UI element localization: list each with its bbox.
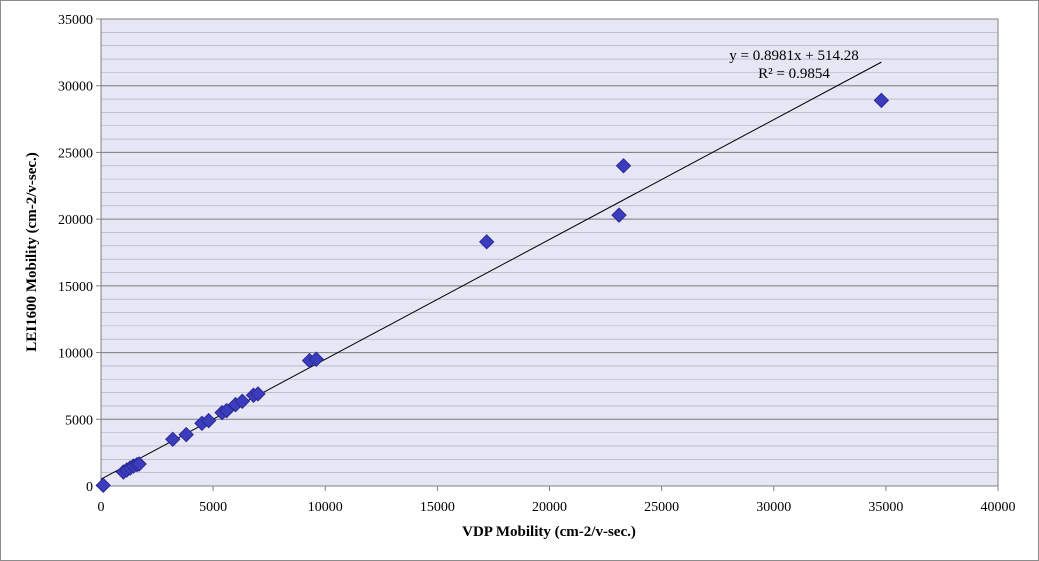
data-point [165,431,181,448]
data-point [308,351,324,367]
trendline-r-squared: R² = 0.9854 [758,66,830,82]
x-tick-label: 40000 [981,500,1016,515]
x-tick-label: 5000 [199,500,227,515]
x-axis-ticks: 0 5000 10000 15000 20000 25000 30000 35000 40000 [98,486,1016,515]
x-tick-label: 25000 [644,500,679,515]
y-tick-label: 0 [86,480,93,495]
y-tick-label: 25000 [58,146,93,161]
data-point [250,386,266,402]
data-point [218,402,235,419]
data-point [611,207,627,223]
x-tick-label: 30000 [756,500,791,515]
data-point [95,477,111,494]
x-tick-label: 10000 [308,500,343,515]
y-axis-ticks: 0 5000 10000 15000 20000 25000 30000 35000 [58,13,101,495]
x-tick-label: 0 [98,500,105,515]
plot-area [100,18,999,487]
trendline-equation: y = 0.8981x + 514.28 [729,48,858,64]
data-points [95,92,890,494]
x-tick-label: 15000 [420,500,455,515]
data-point [873,92,890,109]
data-point [200,412,217,429]
x-tick-label: 35000 [868,500,903,515]
y-tick-label: 15000 [58,280,93,295]
y-tick-label: 20000 [58,213,93,228]
x-axis-title: VDP Mobility (cm-2/v-sec.) [462,524,636,540]
minor-gridlines [101,32,998,473]
y-tick-label: 30000 [58,80,93,95]
data-point [131,456,147,472]
x-tick-label: 20000 [532,500,567,515]
data-point [178,426,194,443]
y-axis-title: LEI1600 Mobility (cm-2/v-sec.) [24,152,40,352]
y-tick-label: 5000 [65,413,93,428]
y-tick-label: 10000 [58,347,93,362]
y-tick-label: 35000 [58,13,93,28]
data-point [479,234,495,250]
data-point [234,393,250,409]
data-point [615,158,632,174]
